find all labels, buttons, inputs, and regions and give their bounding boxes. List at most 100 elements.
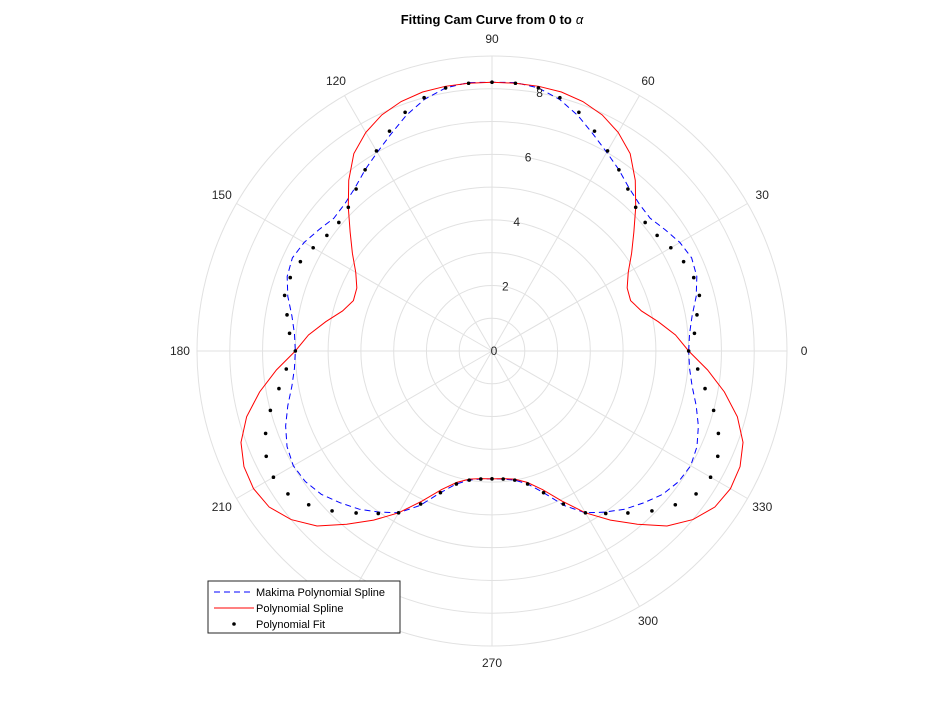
data-point bbox=[346, 205, 351, 210]
data-point bbox=[363, 167, 367, 172]
legend-box bbox=[207, 580, 401, 634]
theta-grid-line bbox=[491, 95, 640, 352]
r-grid-ring bbox=[229, 88, 755, 614]
data-point bbox=[330, 509, 334, 513]
r-grid-ring bbox=[196, 55, 788, 647]
theta-grid-line bbox=[491, 350, 748, 499]
data-point bbox=[325, 233, 329, 238]
data-point bbox=[277, 386, 281, 391]
data-point bbox=[626, 187, 630, 191]
plot-area bbox=[240, 80, 744, 527]
theta-tick-label: 300 bbox=[638, 614, 658, 628]
data-point bbox=[711, 408, 716, 413]
data-point bbox=[337, 220, 341, 225]
data-point bbox=[541, 490, 546, 495]
data-point bbox=[686, 349, 691, 353]
theta-grid-line bbox=[344, 95, 493, 352]
data-point bbox=[669, 245, 673, 250]
data-point bbox=[692, 331, 697, 336]
data-point bbox=[695, 313, 699, 317]
data-point bbox=[293, 349, 298, 353]
data-point bbox=[513, 81, 518, 86]
theta-tick-label: 270 bbox=[482, 656, 502, 670]
data-point bbox=[605, 149, 610, 153]
data-point bbox=[264, 454, 269, 459]
data-point bbox=[466, 81, 471, 86]
data-point bbox=[633, 205, 638, 210]
data-point bbox=[536, 86, 541, 90]
data-point bbox=[694, 492, 698, 496]
data-point bbox=[681, 259, 686, 264]
data-point bbox=[454, 482, 459, 486]
series-polynomial-fit bbox=[263, 80, 721, 516]
chart-title: Fitting Cam Curve from 0 to α bbox=[401, 12, 584, 27]
data-point bbox=[592, 129, 597, 133]
legend-label: Polynomial Fit bbox=[256, 619, 325, 631]
data-point bbox=[285, 313, 289, 317]
data-point bbox=[603, 511, 608, 516]
data-point bbox=[708, 475, 713, 479]
r-tick-label: 4 bbox=[513, 215, 520, 229]
theta-grid-line bbox=[491, 203, 748, 352]
legend-label: Polynomial Spline bbox=[256, 603, 343, 615]
theta-grid-line bbox=[344, 350, 493, 607]
data-point bbox=[354, 187, 358, 191]
data-point bbox=[403, 110, 407, 115]
r-grid-ring bbox=[425, 284, 559, 418]
theta-grid-line bbox=[491, 350, 640, 607]
data-point bbox=[263, 431, 268, 436]
theta-tick-label: 330 bbox=[752, 500, 772, 514]
theta-tick-label: 60 bbox=[641, 74, 655, 88]
data-point bbox=[376, 511, 381, 516]
polar-grid bbox=[196, 55, 788, 647]
r-grid-ring bbox=[262, 121, 722, 581]
theta-grid-line bbox=[236, 203, 493, 352]
data-point bbox=[703, 386, 707, 391]
theta-tick-label: 210 bbox=[212, 500, 232, 514]
legend: Makima Polynomial Spline Polynomial Splin… bbox=[207, 580, 401, 634]
r-tick-label: 0 bbox=[491, 344, 498, 358]
data-point bbox=[490, 80, 494, 85]
data-point bbox=[691, 275, 696, 280]
data-point bbox=[558, 95, 562, 100]
data-point bbox=[697, 293, 702, 298]
data-point bbox=[288, 275, 293, 280]
data-point bbox=[650, 509, 654, 513]
theta-tick-label: 120 bbox=[326, 74, 346, 88]
data-point bbox=[306, 503, 311, 507]
data-point bbox=[715, 454, 720, 459]
r-tick-label: 2 bbox=[502, 279, 509, 293]
theta-tick-label: 30 bbox=[756, 188, 770, 202]
theta-tick-label: 90 bbox=[485, 32, 499, 46]
r-grid-ring bbox=[360, 219, 624, 483]
data-point bbox=[396, 511, 401, 515]
data-point bbox=[577, 110, 581, 115]
data-point bbox=[438, 490, 443, 495]
legend-label: Makima Polynomial Spline bbox=[256, 587, 385, 599]
data-point bbox=[655, 233, 659, 238]
data-point bbox=[387, 129, 392, 133]
data-point bbox=[695, 367, 700, 371]
data-point bbox=[490, 477, 494, 481]
theta-tick-label: 0 bbox=[801, 344, 808, 358]
chart-title-symbol: α bbox=[576, 12, 584, 27]
data-point bbox=[286, 492, 290, 496]
data-point bbox=[298, 259, 303, 264]
chart-title-text: Fitting Cam Curve from 0 to bbox=[401, 12, 572, 27]
data-point bbox=[643, 220, 647, 225]
data-point bbox=[422, 95, 426, 100]
data-point bbox=[501, 477, 505, 481]
r-grid-ring bbox=[327, 186, 657, 516]
data-point bbox=[583, 511, 588, 515]
data-point bbox=[271, 475, 276, 479]
theta-tick-label: 150 bbox=[212, 188, 232, 202]
data-point bbox=[716, 431, 721, 436]
data-point bbox=[311, 245, 315, 250]
data-point bbox=[617, 167, 621, 172]
tick-labels: 030609012015018021024027030033002468 bbox=[170, 32, 808, 670]
theta-tick-label: 180 bbox=[170, 344, 190, 358]
data-point bbox=[374, 149, 379, 153]
data-point bbox=[673, 503, 678, 507]
